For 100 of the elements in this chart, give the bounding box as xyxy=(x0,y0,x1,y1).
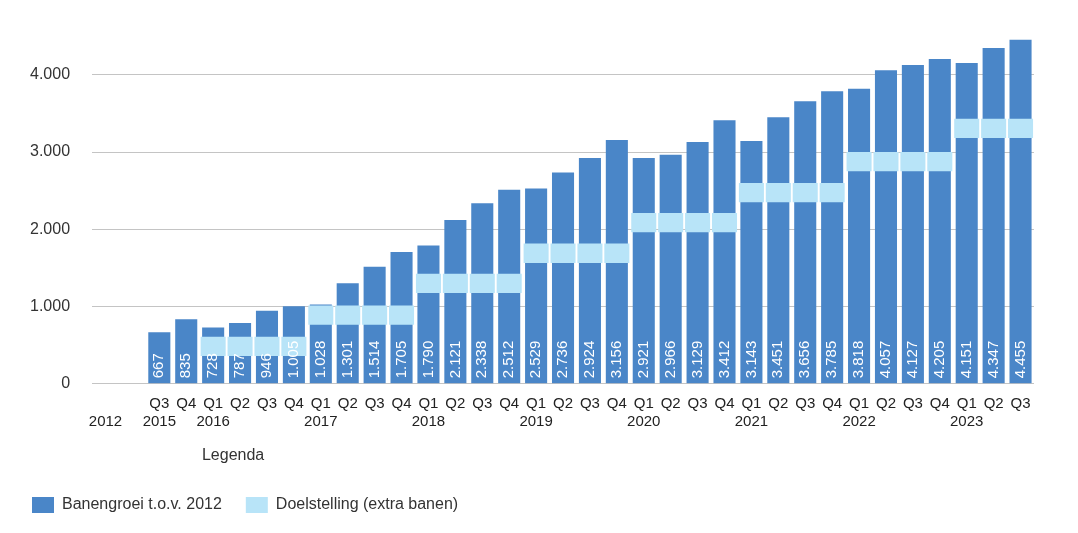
x-tick-label: Q4 xyxy=(283,393,304,411)
bar xyxy=(981,118,1007,139)
x-tick-label: Q2 xyxy=(768,393,789,411)
x-tick-label: Q2 xyxy=(553,393,574,411)
data-label: 3.129 xyxy=(687,340,705,379)
x-tick-label: Q1 2021 xyxy=(734,393,769,429)
data-label: 667 xyxy=(149,353,167,379)
bar xyxy=(442,273,468,294)
x-tick-label: Q3 xyxy=(1010,393,1031,411)
x-tick-label: Q1 2023 xyxy=(950,393,984,429)
x-tick-label: Q4 xyxy=(822,393,843,411)
x-tick-label: Q3 xyxy=(795,393,816,411)
y-tick-label: 1.000 xyxy=(29,296,71,314)
x-tick-label: Q1 2020 xyxy=(627,393,661,429)
bar xyxy=(792,182,818,203)
data-label: 2.921 xyxy=(633,340,651,379)
data-label: 3.818 xyxy=(849,340,867,379)
x-tick-label: Q4 xyxy=(499,393,520,411)
x-tick-label: Q3 xyxy=(256,393,277,411)
bar xyxy=(1008,118,1034,139)
bar xyxy=(308,305,334,325)
x-tick-label: Q2 xyxy=(445,393,466,411)
x-tick-label: Q3 xyxy=(364,393,385,411)
bar xyxy=(362,305,388,325)
data-label: 2.529 xyxy=(526,340,544,379)
bar xyxy=(982,47,1005,384)
data-label: 1.705 xyxy=(391,340,409,379)
data-label: 1.514 xyxy=(364,340,382,379)
y-tick-label: 3.000 xyxy=(29,142,71,160)
data-label: 4.057 xyxy=(876,340,894,379)
bar xyxy=(901,64,924,384)
data-label: 1.301 xyxy=(337,340,355,379)
bar xyxy=(874,70,898,384)
bar xyxy=(469,273,495,294)
data-label: 1.790 xyxy=(418,340,436,379)
y-tick-label: 2.000 xyxy=(29,219,71,237)
x-tick-label: Q2 xyxy=(337,393,358,411)
data-label: 2.966 xyxy=(660,340,678,379)
data-label: 946 xyxy=(257,353,275,379)
x-tick-label: Q1 2019 xyxy=(519,393,553,429)
data-label: 3.143 xyxy=(741,340,759,379)
data-label: 2.121 xyxy=(445,340,463,379)
data-label: 835 xyxy=(176,353,194,379)
x-tick-label: Q2 xyxy=(875,393,896,411)
bar xyxy=(955,63,978,384)
bar xyxy=(496,273,522,294)
x-tick-label: 2012 xyxy=(88,411,123,429)
bar xyxy=(711,213,738,233)
legend-label: Doelstelling (extra banen) xyxy=(275,495,459,513)
data-label: 728 xyxy=(203,353,221,379)
legend-label: Banengroei t.o.v. 2012 xyxy=(62,495,222,513)
data-label: 1.005 xyxy=(284,340,302,379)
bar xyxy=(900,152,926,172)
bar xyxy=(819,182,845,203)
data-label: 4.455 xyxy=(1010,340,1028,379)
data-label: 3.451 xyxy=(768,340,786,379)
bar xyxy=(928,58,951,384)
x-tick-label: Q3 xyxy=(472,393,493,411)
data-label: 3.656 xyxy=(795,340,813,379)
bar xyxy=(335,305,361,325)
legend-title: Legenda xyxy=(201,446,265,464)
x-tick-label: Q1 2016 xyxy=(196,393,230,429)
y-tick-label: 0 xyxy=(61,374,71,392)
x-tick-label: Q4 xyxy=(391,393,412,411)
data-label: 2.736 xyxy=(553,340,571,379)
bar xyxy=(765,182,791,203)
bar xyxy=(821,91,844,384)
y-tick-label: 4.000 xyxy=(29,65,71,83)
bar xyxy=(927,152,953,172)
x-tick-label: Q4 xyxy=(714,393,735,411)
x-tick-label: Q1 2022 xyxy=(842,393,876,429)
bar xyxy=(523,243,549,263)
bar xyxy=(631,213,657,233)
x-tick-label: Q3 xyxy=(579,393,600,411)
bar xyxy=(713,120,736,384)
data-label: 3.412 xyxy=(714,340,732,379)
data-label: 4.151 xyxy=(956,340,974,379)
bar xyxy=(848,88,871,384)
x-tick-label: Q3 xyxy=(687,393,708,411)
x-tick-label: Q3 2015 xyxy=(142,393,177,429)
data-label: 1.028 xyxy=(310,340,328,379)
data-label: 787 xyxy=(230,353,248,379)
x-tick-label: Q2 xyxy=(230,393,251,411)
data-label: 3.785 xyxy=(822,340,840,379)
data-label: 2.924 xyxy=(580,340,598,379)
data-label: 4.205 xyxy=(929,340,947,379)
data-label: 3.156 xyxy=(606,340,624,379)
bar xyxy=(604,243,630,263)
data-label: 4.127 xyxy=(903,340,921,379)
bar xyxy=(658,213,684,233)
x-tick-label: Q1 2018 xyxy=(411,393,446,429)
bar xyxy=(389,305,415,325)
bar xyxy=(1009,39,1032,384)
bar xyxy=(415,273,441,294)
data-label: 4.347 xyxy=(983,340,1001,379)
x-tick-label: Q3 xyxy=(902,393,923,411)
bar xyxy=(954,118,980,139)
x-tick-label: Q2 xyxy=(660,393,681,411)
x-tick-label: Q2 xyxy=(983,393,1004,411)
x-tick-label: Q4 xyxy=(929,393,950,411)
